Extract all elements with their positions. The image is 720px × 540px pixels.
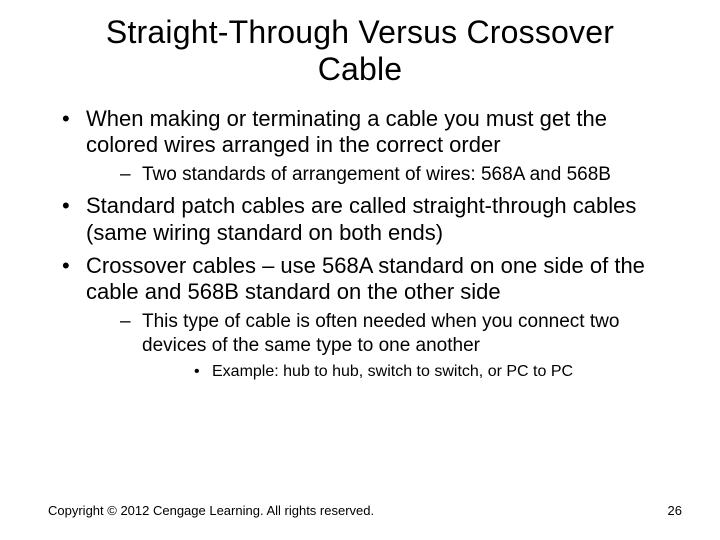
bullet-text: Example: hub to hub, switch to switch, o… — [212, 363, 573, 380]
bullet-text: Crossover cables – use 568A standard on … — [86, 253, 645, 305]
bullet-lvl2: Two standards of arrangement of wires: 5… — [86, 163, 672, 187]
bullet-lvl3: Example: hub to hub, switch to switch, o… — [142, 362, 672, 382]
bullet-text: Standard patch cables are called straigh… — [86, 193, 636, 245]
bullet-list-lvl2: This type of cable is often needed when … — [86, 310, 672, 382]
slide: Straight-Through Versus Crossover Cable … — [0, 0, 720, 540]
bullet-text: This type of cable is often needed when … — [142, 311, 619, 356]
slide-body: When making or terminating a cable you m… — [0, 88, 720, 382]
bullet-list-lvl1: When making or terminating a cable you m… — [48, 106, 672, 382]
bullet-lvl1: When making or terminating a cable you m… — [48, 106, 672, 187]
footer-copyright: Copyright © 2012 Cengage Learning. All r… — [48, 503, 374, 518]
slide-title: Straight-Through Versus Crossover Cable — [0, 0, 720, 88]
footer-page-number: 26 — [668, 503, 682, 518]
bullet-list-lvl3: Example: hub to hub, switch to switch, o… — [142, 362, 672, 382]
bullet-text: When making or terminating a cable you m… — [86, 106, 607, 158]
bullet-list-lvl2: Two standards of arrangement of wires: 5… — [86, 163, 672, 187]
bullet-text: Two standards of arrangement of wires: 5… — [142, 164, 611, 185]
bullet-lvl1: Crossover cables – use 568A standard on … — [48, 253, 672, 382]
bullet-lvl1: Standard patch cables are called straigh… — [48, 193, 672, 247]
bullet-lvl2: This type of cable is often needed when … — [86, 310, 672, 382]
